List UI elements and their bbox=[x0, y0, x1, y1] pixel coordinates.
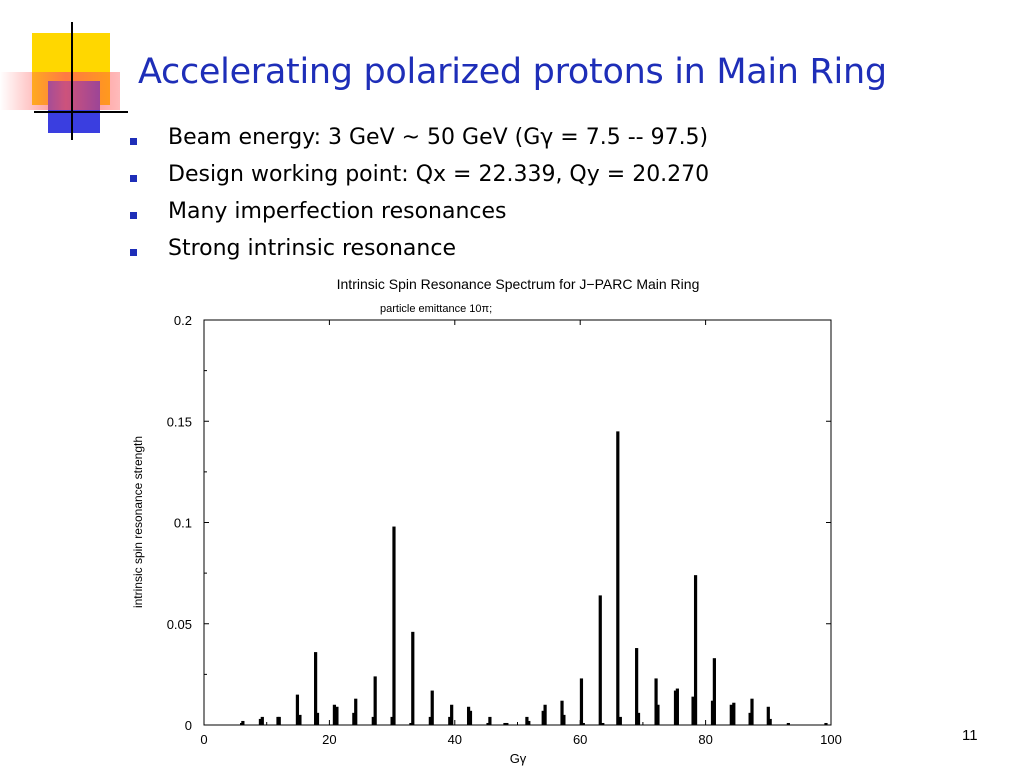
resonance-bar bbox=[295, 694, 300, 726]
resonance-bar bbox=[277, 716, 281, 725]
resonance-bar bbox=[430, 690, 434, 725]
resonance-bar bbox=[562, 714, 566, 726]
resonance-bar bbox=[258, 718, 263, 725]
chart-title: Intrinsic Spin Resonance Spectrum for J−… bbox=[337, 276, 700, 292]
bullet-item: Many imperfection resonances bbox=[130, 198, 709, 235]
resonance-bar bbox=[618, 716, 622, 725]
x-tick-label: 0 bbox=[200, 732, 207, 747]
y-tick-label: 0.2 bbox=[174, 313, 192, 328]
x-tick-label: 100 bbox=[820, 732, 842, 747]
bullet-marker bbox=[130, 212, 137, 219]
resonance-bar bbox=[352, 712, 356, 725]
bullet-text: Strong intrinsic resonance bbox=[168, 236, 456, 261]
resonance-bar bbox=[241, 720, 245, 725]
bullet-text: Many imperfection resonances bbox=[168, 199, 507, 224]
resonance-bar bbox=[824, 722, 828, 725]
bullet-marker bbox=[130, 249, 137, 256]
resonance-bar bbox=[411, 631, 415, 725]
resonance-bar bbox=[468, 710, 473, 725]
resonance-bar bbox=[712, 658, 716, 725]
resonance-bar bbox=[560, 700, 564, 725]
axis-ticks bbox=[203, 319, 832, 726]
resonance-bar bbox=[710, 700, 715, 725]
bullet-item: Design working point: Qx = 22.339, Qy = … bbox=[130, 161, 709, 198]
resonance-bar bbox=[654, 678, 658, 725]
bullet-text: Beam energy: 3 GeV ~ 50 GeV (Gγ = 7.5 --… bbox=[168, 125, 709, 150]
resonance-bar bbox=[409, 722, 413, 725]
resonance-bar bbox=[450, 704, 454, 725]
y-tick-label: 0.1 bbox=[174, 516, 192, 531]
bullet-marker bbox=[130, 138, 137, 145]
resonance-bar bbox=[466, 706, 471, 725]
y-axis-label: intrinsic spin resonance strength bbox=[131, 436, 145, 608]
slide-title: Accelerating polarized protons in Main R… bbox=[138, 52, 887, 92]
resonance-bar bbox=[748, 712, 752, 725]
bullet-item: Beam energy: 3 GeV ~ 50 GeV (Gγ = 7.5 --… bbox=[130, 124, 709, 161]
resonance-bar bbox=[691, 696, 695, 725]
resonance-bar bbox=[675, 688, 679, 725]
resonance-bar bbox=[392, 526, 396, 725]
resonance-bar bbox=[354, 698, 358, 725]
x-axis-label: Gγ bbox=[510, 751, 527, 766]
resonance-bar bbox=[768, 718, 772, 725]
deco-horizontal-line bbox=[34, 111, 128, 113]
resonance-bar bbox=[315, 712, 320, 725]
chart-subtitle: particle emittance 10π; bbox=[380, 303, 492, 315]
resonance-bar bbox=[616, 431, 620, 725]
x-tick-label: 20 bbox=[322, 732, 336, 747]
bullet-item: Strong intrinsic resonance bbox=[130, 235, 709, 272]
resonance-bar bbox=[332, 704, 337, 725]
resonance-bar bbox=[750, 698, 754, 725]
deco-vertical-line bbox=[71, 22, 73, 140]
resonance-bar bbox=[314, 652, 318, 725]
resonance-bar bbox=[371, 716, 375, 725]
resonance-bar bbox=[373, 676, 377, 725]
plot-frame bbox=[203, 319, 832, 726]
resonance-bar bbox=[636, 712, 641, 725]
resonance-bar bbox=[786, 722, 790, 725]
resonance-bar bbox=[428, 716, 432, 725]
resonance-bar bbox=[729, 704, 733, 725]
resonance-bar bbox=[390, 716, 394, 725]
deco-red-gradient bbox=[0, 72, 120, 110]
resonance-bar bbox=[656, 704, 660, 725]
resonance-bar bbox=[579, 678, 584, 725]
resonance-bar bbox=[541, 710, 545, 725]
resonance-bar bbox=[693, 575, 698, 725]
resonance-bar bbox=[766, 706, 770, 725]
resonance-bar bbox=[298, 714, 302, 726]
bullet-marker bbox=[130, 175, 137, 182]
x-tick-label: 80 bbox=[698, 732, 712, 747]
bullet-list: Beam energy: 3 GeV ~ 50 GeV (Gγ = 7.5 --… bbox=[130, 124, 709, 272]
resonance-bar bbox=[732, 702, 736, 725]
bar-group bbox=[240, 431, 828, 726]
y-tick-label: 0 bbox=[185, 718, 192, 733]
resonance-bar bbox=[335, 706, 339, 725]
resonance-bar bbox=[581, 722, 585, 725]
bullet-text: Design working point: Qx = 22.339, Qy = … bbox=[168, 162, 710, 187]
resonance-bar bbox=[601, 722, 605, 725]
x-tick-label: 40 bbox=[448, 732, 462, 747]
x-tick-label: 60 bbox=[573, 732, 587, 747]
resonance-bar bbox=[505, 722, 509, 725]
resonance-bar bbox=[598, 595, 602, 725]
resonance-bar bbox=[673, 690, 678, 725]
page-number: 11 bbox=[962, 727, 978, 744]
resonance-bar bbox=[503, 722, 507, 725]
resonance-bar bbox=[448, 716, 452, 725]
resonance-bar bbox=[260, 716, 264, 725]
resonance-bar bbox=[525, 716, 529, 725]
y-tick-label: 0.05 bbox=[167, 617, 192, 632]
resonance-bar bbox=[635, 648, 639, 725]
resonance-bar bbox=[488, 716, 492, 725]
y-tick-labels: 0 0.05 0.1 0.15 0.2 bbox=[167, 313, 192, 733]
resonance-chart: Intrinsic Spin Resonance Spectrum for J−… bbox=[131, 276, 842, 766]
y-tick-label: 0.15 bbox=[167, 414, 192, 429]
resonance-bar bbox=[527, 720, 531, 725]
resonance-bar bbox=[486, 722, 490, 725]
resonance-bar bbox=[543, 704, 547, 725]
x-tick-labels: 0 20 40 60 80 100 bbox=[200, 732, 841, 747]
